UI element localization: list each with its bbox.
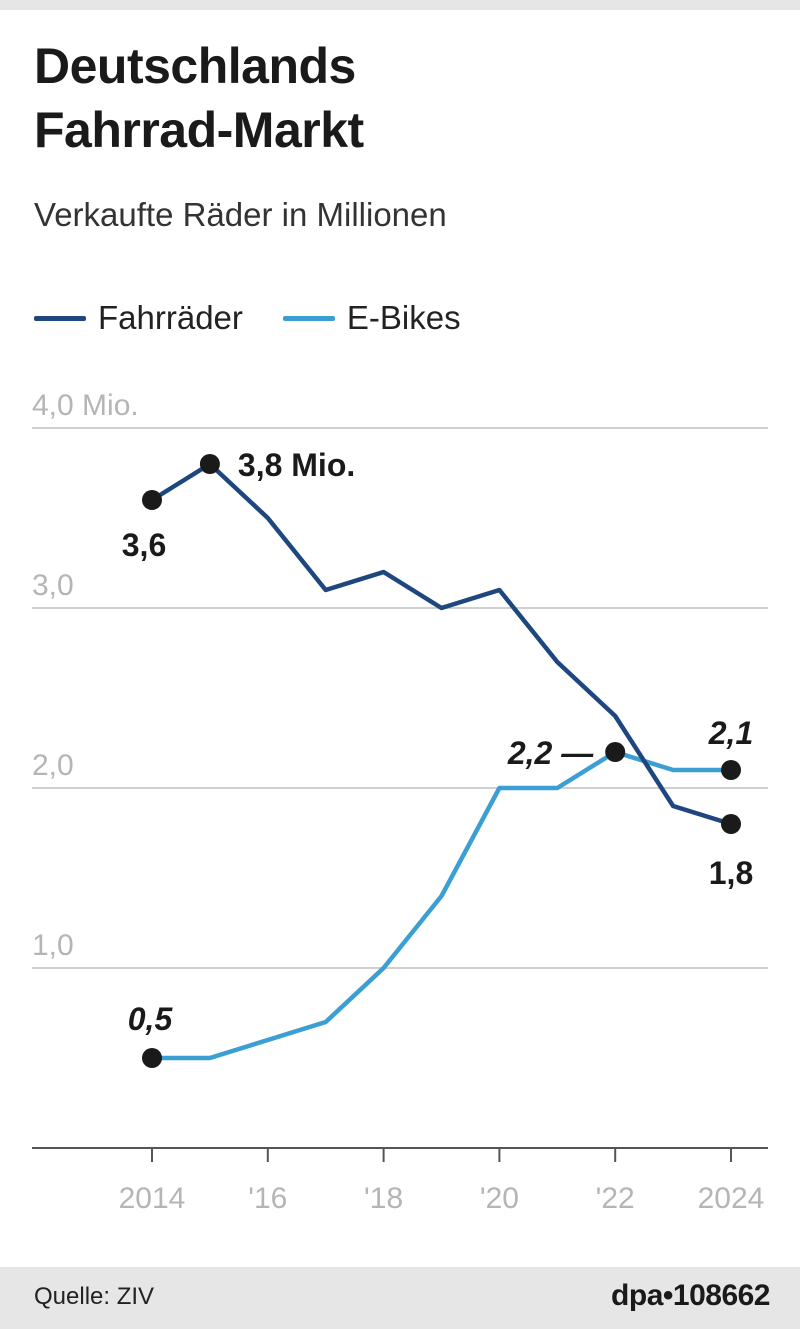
legend-swatch-fahrraeder: [34, 315, 86, 321]
y-tick-label-1: 2,0: [32, 749, 74, 782]
agency-credit: dpa•108662: [611, 1279, 770, 1312]
y-tick-label-0: 1,0: [32, 929, 74, 962]
x-tick-label-5: 2024: [698, 1182, 765, 1215]
data-point-marker-0-1: [199, 454, 220, 474]
data-point-marker-1-0: [142, 1048, 162, 1068]
x-tick-label-0: 2014: [119, 1182, 186, 1215]
data-label-1-0: 0,5: [128, 1001, 174, 1037]
data-label-0-0: 3,6: [122, 527, 166, 563]
y-tick-label-2: 3,0: [32, 569, 74, 602]
title-line-2: Fahrrad-Markt: [34, 102, 364, 158]
x-tick-label-4: '22: [596, 1182, 635, 1215]
series-line-fahrraeder: [149, 461, 734, 827]
legend-label-ebikes: E-Bikes: [346, 299, 461, 336]
data-label-0-2: 1,8: [709, 855, 753, 891]
x-tick-label-1: '16: [248, 1182, 287, 1215]
legend-label-fahrraeder: Fahrräder: [98, 299, 243, 336]
data-point-marker-1-2: [721, 760, 741, 780]
legend: Fahrräder E-Bikes: [34, 294, 501, 342]
x-tick-label-3: '20: [480, 1182, 519, 1215]
title-line-1: Deutschlands: [34, 38, 356, 94]
series-line-ebikes: [149, 749, 734, 1061]
data-point-marker-1-1: [605, 742, 626, 762]
chart-subtitle: Verkaufte Räder in Millionen: [34, 196, 447, 233]
legend-swatch-ebikes: [282, 315, 335, 321]
chart-area: 1,0 2,0 3,0 4,0 Mio. 2014 '16 '18 '20 '22 2024 3,6…: [0, 370, 800, 1250]
chart-title: Deutschlands Fahrrad-Markt: [34, 34, 774, 162]
data-point-marker-0-0: [142, 490, 162, 510]
top-strip: [0, 0, 800, 10]
data-label-0-1: 3,8 Mio.: [238, 447, 355, 483]
legend-item-fahrraeder: Fahrräder: [34, 299, 243, 337]
data-label-1-1: 2,2 —: [507, 735, 594, 771]
y-tick-label-3: 4,0 Mio.: [32, 389, 139, 422]
data-point-marker-0-2: [721, 814, 741, 834]
legend-item-ebikes: E-Bikes: [282, 299, 461, 337]
source-note: Quelle: ZIV: [34, 1283, 155, 1310]
footer: Quelle: ZIV dpa•108662: [0, 1267, 800, 1329]
line-chart: 1,0 2,0 3,0 4,0 Mio. 2014 '16 '18 '20 '22 2024 3,6…: [32, 389, 768, 1215]
x-tick-label-2: '18: [364, 1182, 403, 1215]
data-label-1-2: 2,1: [708, 715, 753, 751]
